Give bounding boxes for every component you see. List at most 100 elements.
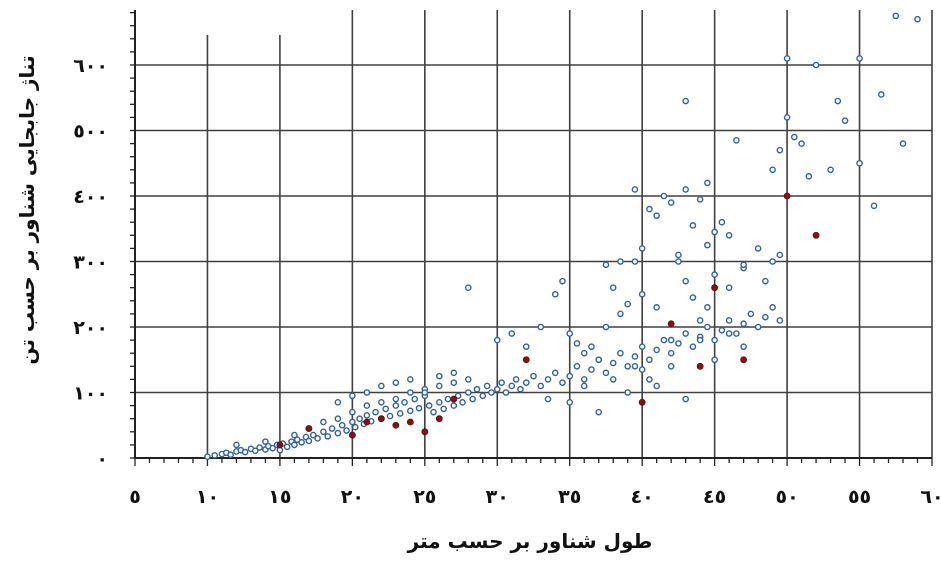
data-point	[464, 389, 472, 396]
data-point	[343, 427, 350, 434]
data-point	[892, 12, 900, 20]
data-point	[747, 310, 755, 318]
data-point	[411, 395, 418, 403]
data-point	[328, 425, 336, 432]
data-point	[320, 428, 327, 436]
grid-lines	[135, 10, 933, 458]
data-point	[805, 173, 813, 180]
data-point	[856, 55, 863, 62]
x-axis-title: طول شناور بر حسب متر	[407, 529, 653, 553]
data-point	[262, 438, 269, 445]
data-point	[425, 402, 433, 409]
data-point	[834, 97, 842, 105]
data-point-highlight	[522, 356, 530, 364]
data-point	[450, 369, 458, 377]
data-point	[696, 195, 704, 203]
data-point	[386, 412, 394, 420]
x-tick-label: ٥٠	[775, 486, 798, 508]
data-point	[464, 284, 472, 292]
data-point	[436, 372, 443, 380]
data-point	[617, 310, 624, 318]
data-point	[711, 336, 718, 344]
y-tick-label: ٥٠٠	[73, 121, 108, 143]
data-point	[675, 258, 682, 265]
data-point	[827, 166, 834, 174]
data-point	[283, 443, 291, 451]
y-tick-label: ٤٠٠	[73, 186, 108, 208]
data-point	[667, 349, 675, 357]
data-point	[740, 343, 747, 350]
data-point	[559, 277, 566, 285]
data-point	[372, 408, 379, 416]
data-point	[334, 399, 342, 406]
data-point	[291, 441, 298, 449]
data-point	[407, 389, 414, 396]
data-point	[856, 159, 863, 167]
data-point-highlight	[406, 418, 414, 426]
data-point	[704, 323, 711, 331]
data-point	[349, 408, 356, 416]
x-tick-labels: ٥ ١٠ ١٥ ٢٠ ٢٥ ٣٠ ٣٥ ٤٠ ٤٥ ٥٠ ٥٥ ٦٠	[129, 486, 941, 508]
data-point	[512, 376, 520, 383]
data-point	[566, 372, 574, 380]
data-point	[324, 433, 332, 440]
data-point	[660, 336, 668, 344]
data-point	[617, 349, 624, 357]
data-point-highlight	[392, 421, 400, 429]
data-point	[363, 389, 371, 396]
data-point	[754, 245, 762, 252]
data-point	[537, 323, 545, 331]
data-point	[241, 448, 249, 456]
data-point-highlight	[450, 395, 458, 403]
data-point	[704, 241, 711, 249]
data-point	[631, 362, 639, 370]
data-point	[459, 399, 466, 406]
data-point	[588, 343, 595, 350]
data-point	[725, 231, 733, 239]
data-point	[798, 140, 805, 147]
data-point-highlight	[740, 356, 748, 364]
data-point	[682, 97, 689, 105]
data-point	[754, 323, 762, 331]
data-point	[595, 408, 603, 416]
data-point	[704, 304, 711, 311]
data-point	[602, 261, 610, 269]
data-point	[305, 437, 313, 445]
data-point	[682, 395, 689, 403]
data-point	[653, 346, 660, 354]
data-point	[682, 186, 689, 193]
data-point	[320, 418, 327, 426]
data-point-highlight	[305, 425, 313, 432]
data-point	[493, 385, 501, 393]
x-tick-label: ٢٠	[341, 486, 364, 508]
data-point	[464, 376, 472, 383]
data-point	[776, 146, 784, 154]
data-point	[378, 399, 385, 406]
data-point-highlight	[783, 192, 791, 200]
data-point-highlight	[435, 415, 443, 423]
data-points	[204, 12, 921, 460]
data-point	[440, 405, 447, 413]
data-point-highlight	[696, 362, 704, 370]
data-point	[638, 366, 646, 373]
data-point	[573, 340, 581, 347]
data-point	[718, 326, 726, 334]
data-point	[762, 313, 769, 321]
data-point-highlight	[812, 231, 820, 239]
data-point	[537, 382, 545, 390]
data-point	[392, 395, 400, 403]
data-point	[493, 336, 501, 344]
data-point	[711, 356, 718, 364]
data-point	[762, 277, 769, 285]
data-point	[841, 117, 849, 124]
data-point	[502, 389, 510, 396]
data-point	[382, 405, 389, 413]
x-tick-label: ٥٥	[848, 486, 871, 508]
data-point	[602, 369, 610, 377]
data-point	[682, 330, 689, 337]
data-point	[559, 379, 566, 386]
data-point	[479, 392, 487, 400]
data-point	[450, 402, 458, 409]
data-point-highlight	[421, 428, 429, 436]
data-point	[488, 389, 495, 396]
